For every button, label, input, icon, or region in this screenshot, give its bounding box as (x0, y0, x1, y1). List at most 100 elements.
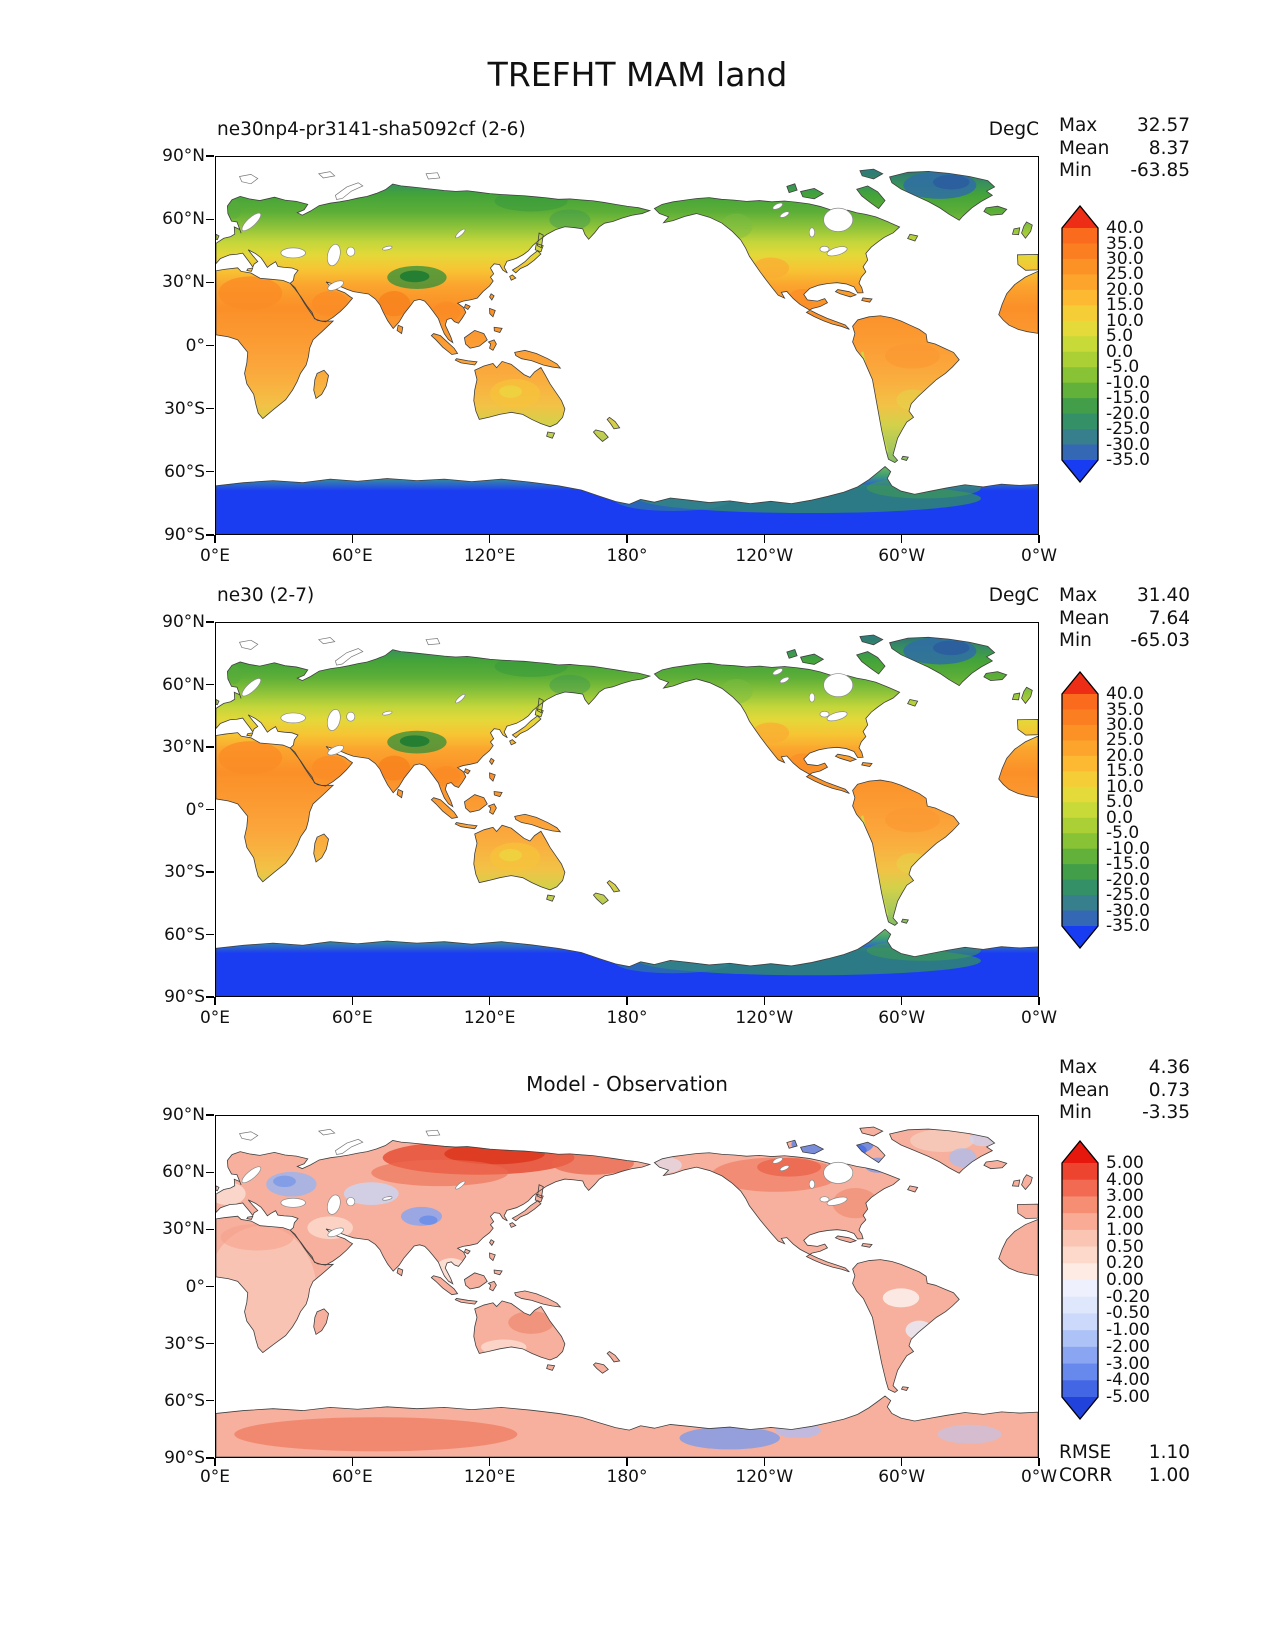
colorbar-arrow-down (1062, 460, 1098, 482)
colorbar-outline (1061, 1140, 1099, 1420)
stats-block: Max 31.40 Mean 7.64 Min -65.03 (1059, 585, 1190, 653)
coastline-baffin (857, 1142, 885, 1162)
coastline-tasmania (547, 1365, 555, 1371)
stat-label: Mean (1059, 607, 1110, 629)
y-tick-label: 90°N (162, 612, 205, 632)
inland-sea (779, 210, 790, 218)
inland-sea (772, 202, 784, 211)
inland-sea (820, 711, 829, 717)
coastline-newguinea (515, 1291, 561, 1307)
coastline-australia (474, 825, 565, 890)
coastline-iberiaW (1017, 1204, 1038, 1218)
coastline-britainW (1022, 222, 1033, 238)
colorbar (1061, 1140, 1099, 1420)
coastline-australia (474, 1301, 565, 1360)
x-tick-mark (351, 997, 353, 1005)
colorbar-tick-label: 15.0 (1106, 295, 1144, 316)
coastline-namerica (654, 198, 899, 330)
colorbar-tick-label: -30.0 (1106, 900, 1150, 921)
x-tick-label: 120°E (463, 546, 516, 566)
land-nzS (593, 893, 609, 905)
coastline-cuba (835, 754, 856, 761)
stat-label: Max (1059, 585, 1098, 606)
colorbar-tick-label: 35.0 (1106, 233, 1144, 254)
x-tick-mark (763, 997, 765, 1005)
inland-sea (325, 1194, 342, 1215)
coastline-namerica (654, 663, 899, 793)
arctic-island-svalbard (240, 1132, 258, 1141)
stat-value: 8.37 (1148, 137, 1190, 159)
x-tick-mark (351, 535, 353, 543)
x-tick-label: 120°W (735, 546, 794, 566)
x-tick-label: 120°W (735, 1467, 794, 1487)
coastline-englandE (216, 699, 219, 704)
x-tick-label: 0°W (1020, 1008, 1058, 1028)
colorbar (1061, 671, 1099, 949)
colorbar-tick-label: 1.00 (1106, 1219, 1144, 1240)
y-tick-label: 60°S (164, 924, 205, 945)
coastline-hokkaido (535, 1194, 543, 1202)
coastline-madagascar (314, 834, 329, 862)
arctic-island-franzjosef (319, 1129, 335, 1135)
inland-sea (454, 1180, 466, 1190)
land-borneo (464, 330, 488, 349)
colorbar-tick-label: 10.0 (1106, 776, 1144, 797)
arctic-island-franzjosef (319, 172, 335, 178)
y-tick-label: 30°N (162, 737, 205, 757)
stat-row: CORR 1.00 (1059, 1465, 1190, 1488)
land-nzN (607, 880, 620, 892)
coastline-iceland (984, 1161, 1007, 1169)
coastline-layer (216, 169, 1038, 534)
land-srilanka (397, 1268, 403, 1276)
y-tick-mark (206, 1228, 214, 1230)
coastline-banks (787, 184, 797, 193)
coastline-sicily (247, 1216, 253, 1219)
coastline-tasmania (547, 432, 555, 438)
coastline-samerica (853, 316, 960, 463)
coastline-madagascar (314, 1309, 329, 1335)
inland-sea (809, 1180, 814, 1188)
units-label: DegC (988, 585, 1039, 606)
coastline-sumatra (431, 1276, 457, 1295)
y-tick-label: 60°S (164, 461, 205, 482)
y-tick-label: 60°N (162, 1162, 205, 1183)
land-kyushu (509, 739, 516, 745)
land-africaW (998, 736, 1038, 798)
panel-title: ne30np4-pr3141-sha5092cf (2-6) (217, 119, 526, 140)
x-tick-mark (763, 535, 765, 543)
colorbar-tick-label: -35.0 (1106, 916, 1150, 936)
colorbar-tick-label: 15.0 (1106, 761, 1144, 782)
colorbar-tick-label: -10.0 (1106, 372, 1150, 393)
coastline-borneo (464, 795, 487, 813)
land-madagascar (313, 370, 329, 399)
land-antarctica (216, 466, 1038, 534)
x-tick-mark (214, 997, 216, 1005)
inland-sea (824, 1162, 853, 1183)
stat-row: Max 31.40 (1059, 585, 1190, 608)
land-ireland (1012, 693, 1020, 700)
colorbar-tick-label: -3.00 (1106, 1353, 1150, 1374)
land-samerica (852, 780, 960, 926)
land-iceland (983, 671, 1007, 681)
colorbar-tick-label: -20.0 (1106, 403, 1150, 424)
colorbar-tick-label: 30.0 (1106, 714, 1144, 735)
inland-sea (382, 710, 393, 716)
arctic-island-novaya (335, 1139, 362, 1154)
land-cuba (835, 1235, 857, 1243)
coastline-nzS (593, 893, 608, 904)
colorbar-tick-label: 4.00 (1106, 1169, 1144, 1190)
stat-value: -63.85 (1130, 160, 1190, 181)
coastline-africaE (216, 268, 333, 419)
coastline-taiwan (490, 1240, 495, 1246)
colorbar-tick-label: 25.0 (1106, 730, 1144, 751)
y-tick-mark (206, 746, 214, 748)
arctic-island-novaya (335, 183, 362, 200)
x-tick-label: 60°W (878, 546, 926, 566)
coastline-sumatra (431, 334, 457, 355)
coastline-srilanka (397, 1268, 403, 1276)
y-tick-label: 30°N (162, 1219, 205, 1240)
land-newguinea (514, 1290, 561, 1307)
colorbar-tick-label: -5.00 (1106, 1387, 1150, 1407)
x-tick-label: 0°E (199, 546, 231, 566)
y-tick-label: 60°N (162, 674, 205, 695)
